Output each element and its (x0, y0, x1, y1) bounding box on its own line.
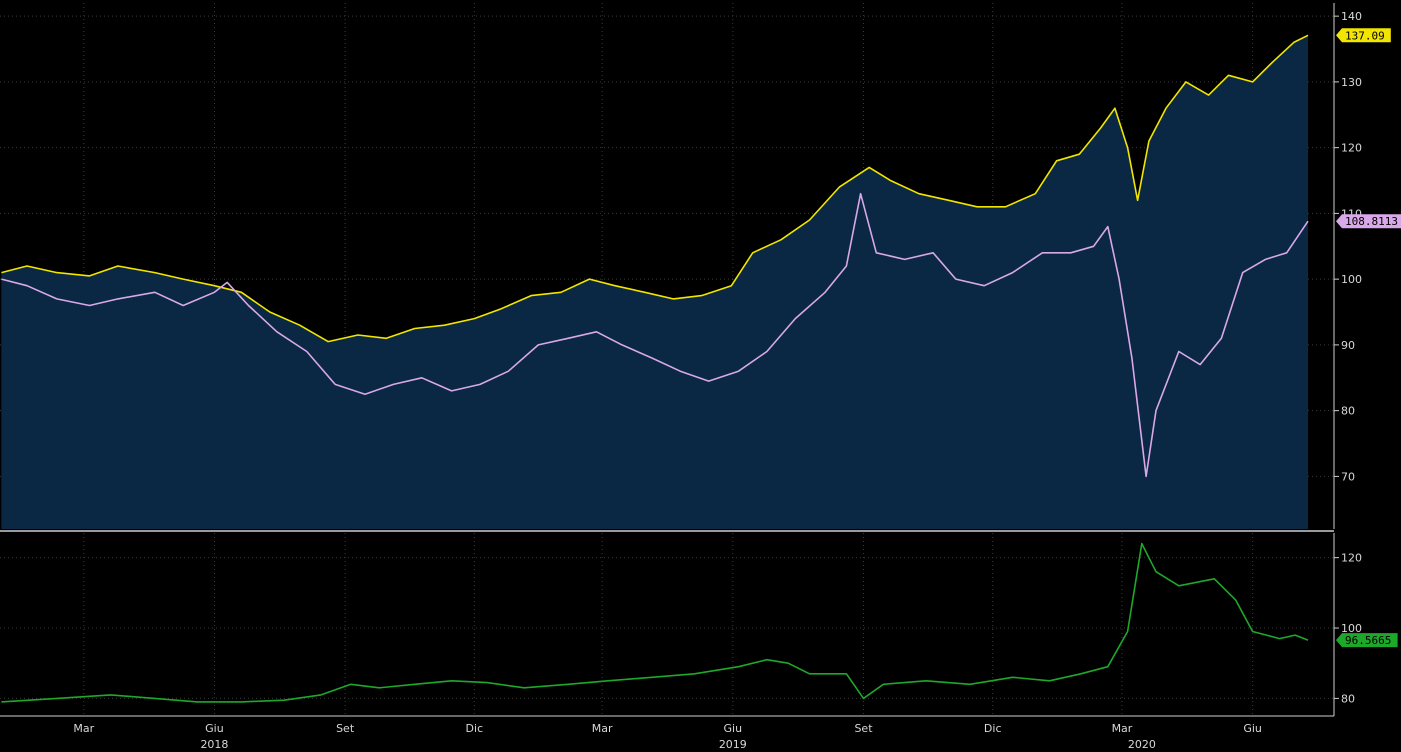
x-axis: Mar Giu Set Dic Mar Giu Set Dic Mar Giu 2018 2019 20… (0, 715, 1334, 751)
last-value-label: 96.5665 (1345, 634, 1391, 647)
x-tick-label: Set (336, 722, 355, 735)
series-line-0 (1, 542, 1309, 703)
y-tick-label: 130 (1341, 76, 1362, 89)
x-tick-label: Giu (1243, 722, 1262, 735)
last-value-tag (1336, 633, 1398, 648)
bottom-panel: 80 100 120 96.5665 (0, 533, 1398, 716)
bottom-series-lines (1, 542, 1309, 703)
y-tick-label: 80 (1341, 692, 1355, 705)
series-line-1 (1, 192, 1309, 478)
y-tick-label: 100 (1341, 273, 1362, 286)
y-tick-label: 80 (1341, 405, 1355, 418)
last-value-label: 137.09 (1345, 29, 1385, 42)
x-year-label: 2018 (200, 738, 228, 751)
last-value-label: 108.8113 (1345, 215, 1398, 228)
y-tick-label: 120 (1341, 552, 1362, 565)
last-value-tag (1336, 28, 1391, 43)
y-tick-label: 120 (1341, 142, 1362, 155)
x-tick-label: Dic (466, 722, 484, 735)
x-tick-label: Set (854, 722, 873, 735)
y-tick-label: 140 (1341, 10, 1362, 23)
bottom-last-value-tags: 96.5665 (1336, 633, 1398, 648)
x-year-label: 2019 (719, 738, 747, 751)
series-line-0 (1, 34, 1309, 343)
x-tick-label: Dic (984, 722, 1002, 735)
y-tick-label: 90 (1341, 339, 1355, 352)
y-tick-label: 100 (1341, 622, 1362, 635)
bottom-y-axis: 80 100 120 (1333, 533, 1362, 716)
x-tick-label: Mar (592, 722, 613, 735)
x-tick-label: Mar (1112, 722, 1133, 735)
x-tick-label: Giu (724, 722, 743, 735)
top-series-lines (1, 34, 1309, 478)
y-tick-label: 70 (1341, 470, 1355, 483)
area-fill (1, 35, 1308, 530)
last-value-tag (1336, 214, 1401, 229)
x-tick-label: Mar (73, 722, 94, 735)
top-last-value-tags: 137.09 108.8113 (1336, 28, 1401, 228)
bottom-grid (0, 533, 1334, 716)
x-tick-label: Giu (205, 722, 224, 735)
x-year-label: 2020 (1128, 738, 1156, 751)
